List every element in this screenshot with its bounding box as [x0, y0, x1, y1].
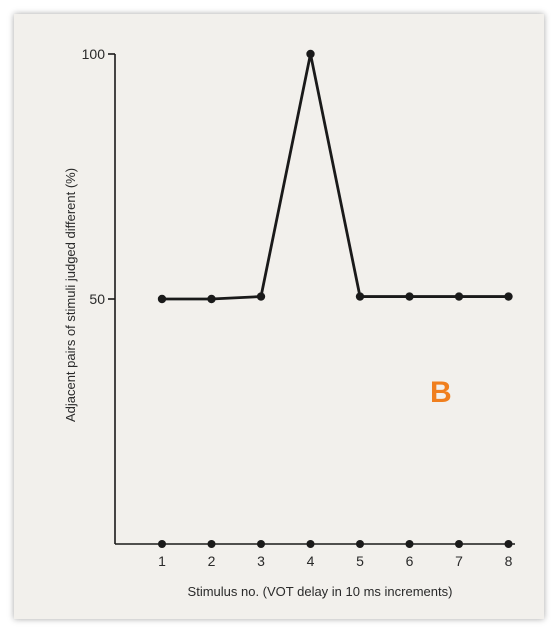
baseline-point — [257, 540, 265, 548]
x-tick-label: 8 — [505, 553, 513, 569]
series-point — [256, 292, 266, 301]
y-tick-label: 50 — [89, 291, 105, 307]
x-tick-label: 3 — [257, 553, 265, 569]
baseline-point — [356, 540, 364, 548]
series-point — [355, 292, 365, 301]
series-point — [207, 294, 216, 304]
series-point — [504, 292, 513, 301]
series-point — [405, 292, 414, 301]
baseline-point — [455, 540, 463, 548]
x-tick-label: 6 — [406, 553, 414, 569]
baseline-point — [405, 540, 414, 548]
x-tick-label: 7 — [455, 553, 463, 569]
baseline-point — [306, 540, 315, 548]
x-tick-label: 1 — [158, 553, 166, 569]
series-point — [454, 292, 464, 301]
x-tick-label: 4 — [307, 553, 315, 569]
y-axis-label: Adjacent pairs of stimuli judged differe… — [63, 168, 78, 422]
x-tick-label: 5 — [356, 553, 364, 569]
y-tick-label: 100 — [82, 46, 106, 62]
axes: 100 50 1 2 3 4 5 6 7 8 — [82, 46, 515, 569]
figure-paper — [14, 14, 544, 619]
x-axis-label: Stimulus no. (VOT delay in 10 ms increme… — [188, 584, 453, 599]
x-tick-label: 2 — [208, 553, 216, 569]
series-point — [306, 49, 315, 59]
series-point — [157, 294, 167, 304]
panel-label: B — [430, 376, 452, 409]
series-layer — [157, 49, 513, 548]
labels: Adjacent pairs of stimuli judged differe… — [63, 168, 452, 599]
baseline-point — [207, 540, 216, 548]
series-line — [162, 52, 509, 301]
baseline-point — [504, 540, 513, 548]
baseline-point — [158, 540, 166, 548]
